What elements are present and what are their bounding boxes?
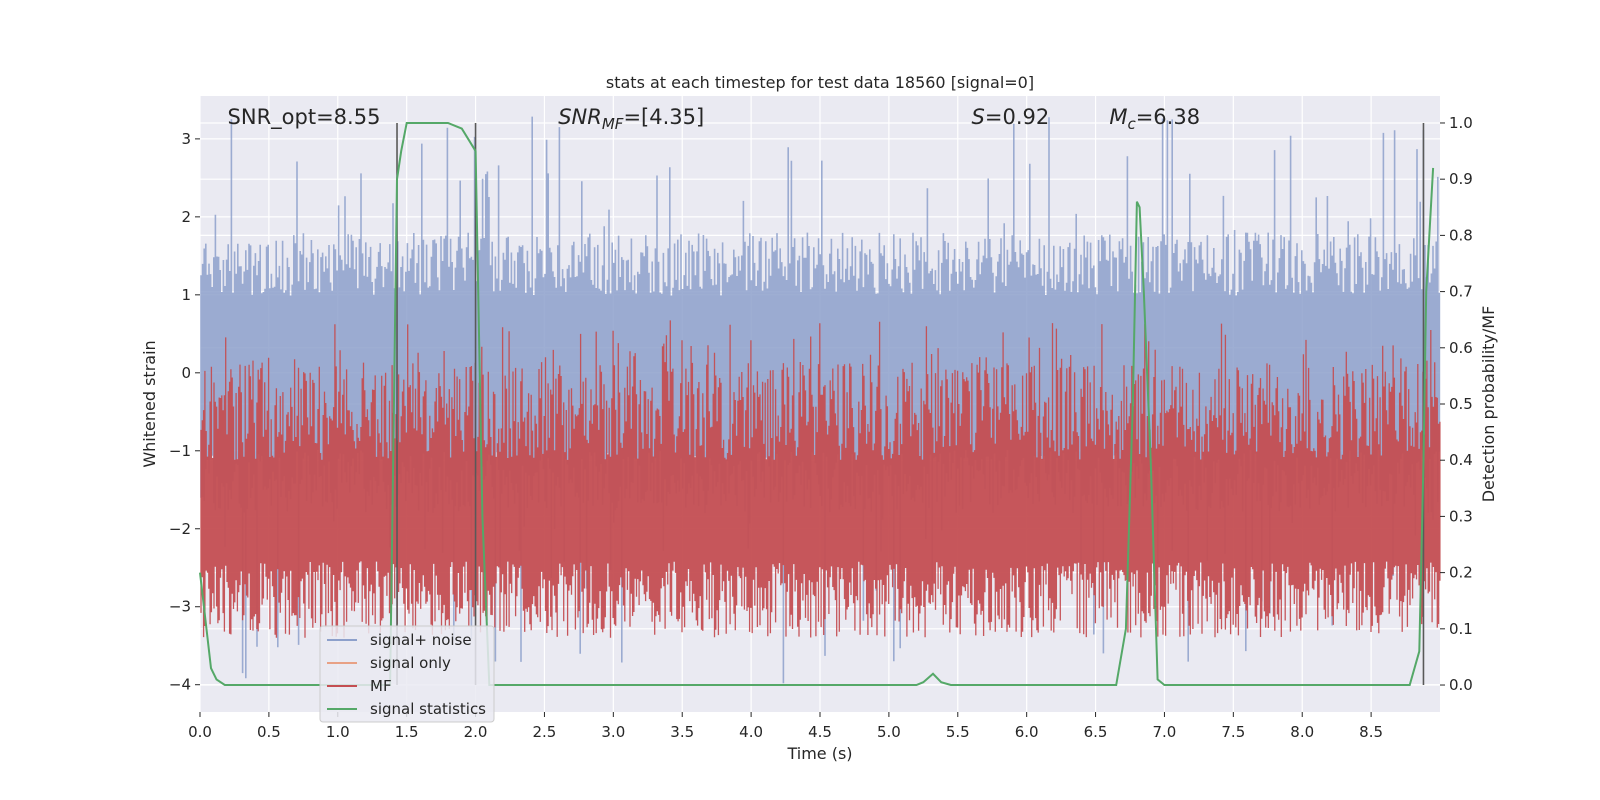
y2-tick-label: 0.4: [1449, 451, 1473, 469]
y-tick-label: −2: [169, 520, 191, 538]
annotation: SNR_opt=8.55: [228, 105, 381, 130]
x-tick-label: 4.0: [739, 723, 763, 741]
y2-tick-label: 0.6: [1449, 339, 1473, 357]
annotations: SNR_opt=8.55 SNRMF=[4.35] S=0.92 Mc=6.38: [228, 105, 1201, 133]
annotation: S=0.92: [972, 105, 1050, 129]
ticks: 0.0 0.5 1.0 1.5 2.0 2.5 3.0 3.5 4.0 4.5 5.0 5.5 6.0 6…: [169, 114, 1473, 741]
y2-tick-label: 0.8: [1449, 226, 1473, 244]
y-tick-label: −4: [169, 676, 191, 694]
x-tick-label: 5.5: [946, 723, 970, 741]
x-tick-label: 1.0: [326, 723, 350, 741]
y2-tick-label: 1.0: [1449, 114, 1473, 132]
x-tick-label: 6.0: [1015, 723, 1039, 741]
annotation: Mc=6.38: [1109, 105, 1200, 133]
x-tick-label: 1.5: [395, 723, 419, 741]
legend-label: signal+ noise: [370, 631, 472, 649]
y2-tick-label: 0.0: [1449, 676, 1473, 694]
y2-tick-label: 0.3: [1449, 507, 1473, 525]
legend-label: signal statistics: [370, 700, 486, 718]
x-tick-label: 5.0: [877, 723, 901, 741]
legend-label: signal only: [370, 654, 451, 672]
y-axis-label: Whitened strain: [140, 340, 159, 467]
legend-label: MF: [370, 677, 392, 695]
y2-tick-label: 0.2: [1449, 564, 1473, 582]
y-tick-label: −3: [169, 598, 191, 616]
chart-title: stats at each timestep for test data 185…: [606, 73, 1034, 92]
x-axis-label: Time (s): [786, 744, 852, 763]
y2-tick-label: 0.7: [1449, 283, 1473, 301]
mf-series: [200, 320, 1441, 638]
x-tick-label: 2.5: [533, 723, 557, 741]
y2-tick-label: 0.5: [1449, 395, 1473, 413]
y2-axis-label: Detection probability/MF: [1479, 306, 1498, 503]
x-tick-label: 3.5: [670, 723, 694, 741]
y2-tick-label: 0.9: [1449, 170, 1473, 188]
x-tick-label: 3.0: [601, 723, 625, 741]
x-tick-label: 8.0: [1290, 723, 1314, 741]
y2-tick-label: 0.1: [1449, 620, 1473, 638]
y-tick-label: 0: [181, 364, 191, 382]
legend: signal+ noise signal only MF signal statist…: [319, 625, 495, 723]
y-tick-label: 3: [181, 130, 191, 148]
y-tick-label: −1: [169, 442, 191, 460]
annotation: SNRMF=[4.35]: [558, 105, 704, 133]
x-tick-label: 7.0: [1153, 723, 1177, 741]
y-tick-label: 1: [181, 286, 191, 304]
x-tick-label: 2.0: [464, 723, 488, 741]
x-tick-label: 8.5: [1359, 723, 1383, 741]
mf-line: [200, 320, 1441, 638]
y-tick-label: 2: [181, 208, 191, 226]
x-tick-label: 0.5: [257, 723, 281, 741]
x-tick-label: 7.5: [1221, 723, 1245, 741]
x-tick-label: 4.5: [808, 723, 832, 741]
legend-box: [319, 625, 495, 723]
x-tick-label: 6.5: [1084, 723, 1108, 741]
x-tick-label: 0.0: [188, 723, 212, 741]
